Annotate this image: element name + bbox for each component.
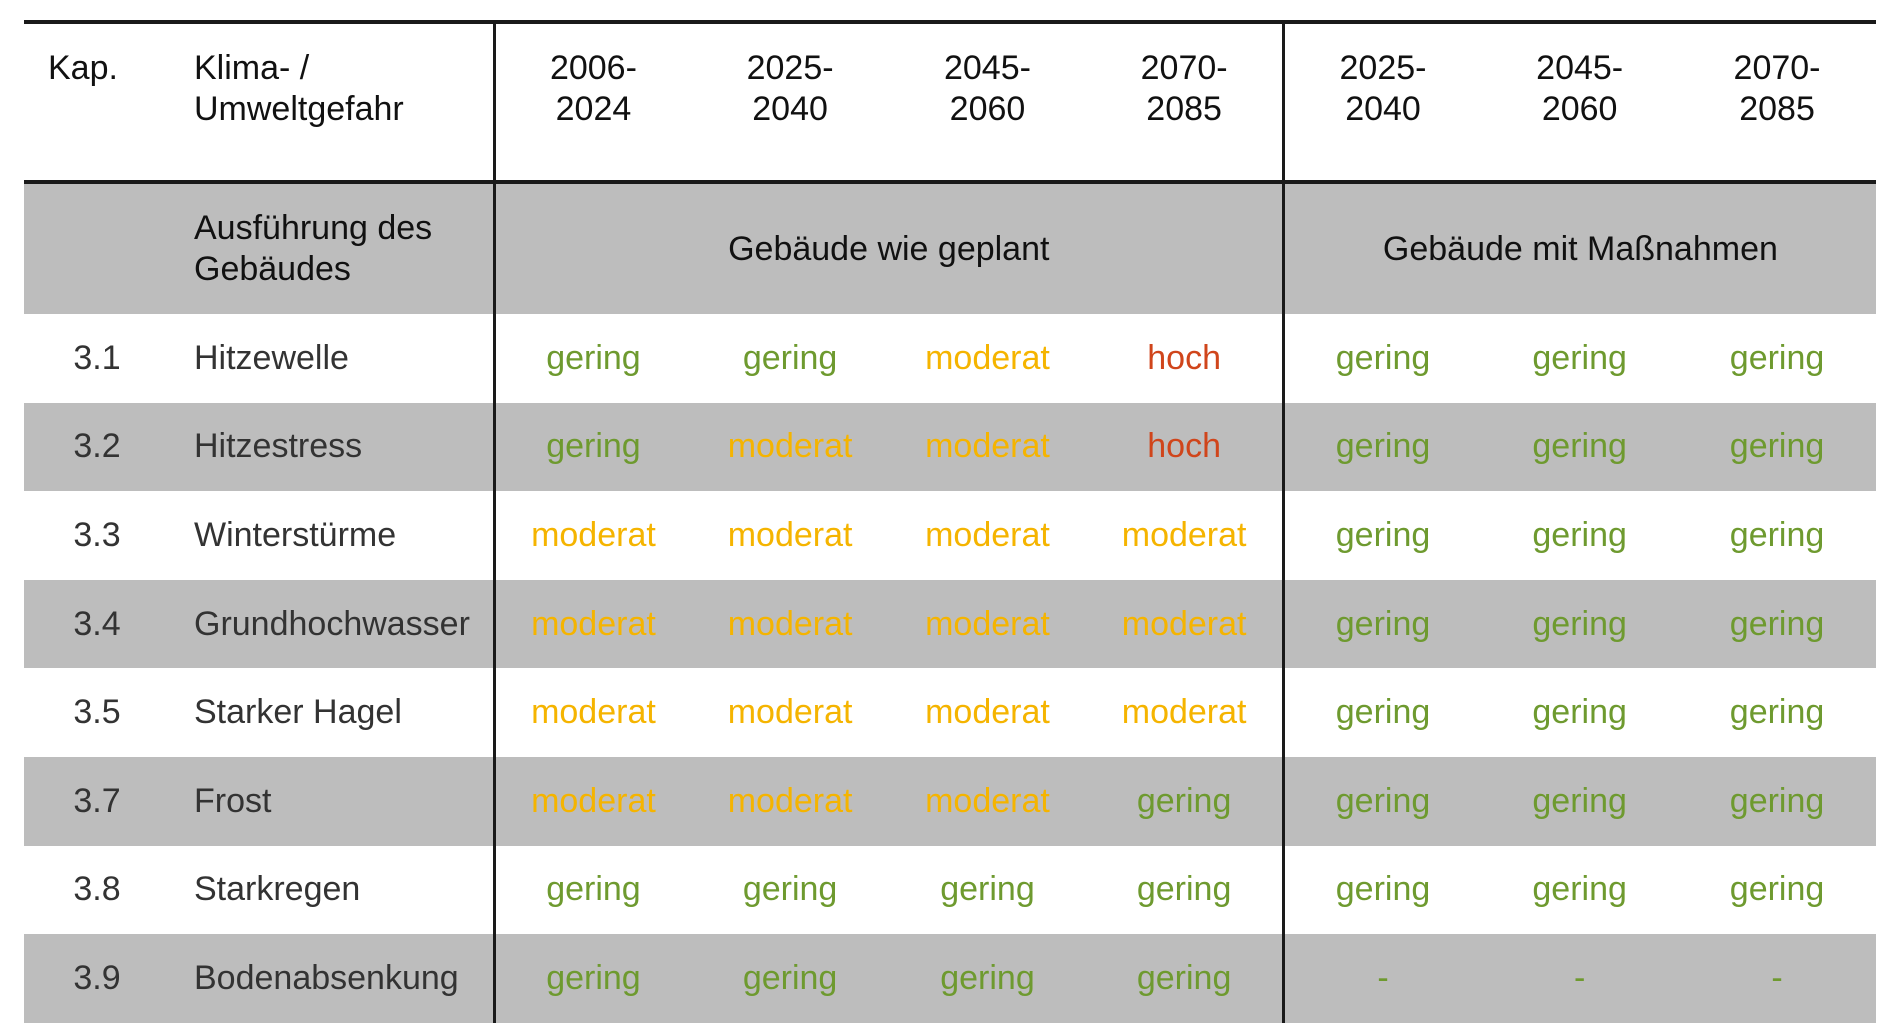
risk-level-cell: moderat bbox=[492, 756, 692, 846]
table-header-row: Kap. Klima- / Umweltgefahr 2006- 2024 2025… bbox=[24, 20, 1876, 184]
risk-level-cell: gering bbox=[1678, 402, 1876, 492]
risk-level-cell: gering bbox=[1678, 756, 1876, 846]
risk-level-cell: moderat bbox=[1086, 491, 1284, 580]
column-header-period: 2025- 2040 bbox=[1282, 20, 1481, 184]
risk-level-cell: gering bbox=[492, 934, 692, 1023]
risk-level-cell: gering bbox=[691, 314, 889, 403]
risk-level-cell: gering bbox=[492, 314, 692, 403]
risk-level-cell: moderat bbox=[691, 756, 889, 846]
risk-level-cell: - bbox=[1480, 934, 1679, 1023]
risk-level-cell: moderat bbox=[888, 756, 1087, 846]
row-hazard: Bodenabsenkung bbox=[170, 934, 494, 1023]
row-hazard: Grundhochwasser bbox=[170, 579, 494, 669]
risk-level-cell: gering bbox=[1282, 668, 1481, 757]
climate-risk-table: Kap. Klima- / Umweltgefahr 2006- 2024 2025… bbox=[24, 20, 1876, 1023]
risk-level-cell: moderat bbox=[691, 668, 889, 757]
section-label: Ausführung des Gebäudes bbox=[170, 182, 494, 314]
table-row: 3.8 Starkregen gering gering gering gering ger… bbox=[24, 845, 1876, 935]
risk-level-cell: gering bbox=[1086, 934, 1284, 1023]
table-row: 3.2 Hitzestress gering moderat moderat hoch ge… bbox=[24, 402, 1876, 492]
row-hazard: Winterstürme bbox=[170, 491, 494, 580]
section-row: Ausführung des Gebäudes Gebäude wie gepla… bbox=[24, 182, 1876, 314]
risk-level-cell: gering bbox=[1282, 402, 1481, 492]
row-hazard: Starker Hagel bbox=[170, 668, 494, 757]
risk-level-cell: gering bbox=[1480, 402, 1679, 492]
risk-level-cell: gering bbox=[1480, 314, 1679, 403]
risk-level-cell: moderat bbox=[888, 402, 1087, 492]
risk-level-cell: gering bbox=[1678, 579, 1876, 669]
risk-level-cell: moderat bbox=[888, 491, 1087, 580]
risk-level-cell: gering bbox=[888, 934, 1087, 1023]
row-hazard: Hitzestress bbox=[170, 402, 494, 492]
table-row: 3.9 Bodenabsenkung gering gering gering gerin… bbox=[24, 934, 1876, 1023]
risk-level-cell: gering bbox=[1480, 756, 1679, 846]
risk-level-cell: gering bbox=[492, 845, 692, 935]
risk-level-cell: gering bbox=[691, 934, 889, 1023]
risk-level-cell: gering bbox=[1480, 845, 1679, 935]
risk-level-cell: gering bbox=[1678, 668, 1876, 757]
risk-level-cell: gering bbox=[1282, 579, 1481, 669]
row-kap: 3.8 bbox=[24, 845, 170, 935]
column-header-period: 2070- 2085 bbox=[1086, 20, 1284, 184]
risk-table-container: Kap. Klima- / Umweltgefahr 2006- 2024 2025… bbox=[24, 20, 1876, 1023]
group-label-measures: Gebäude mit Maßnahmen bbox=[1282, 182, 1876, 314]
risk-level-cell: gering bbox=[1086, 845, 1284, 935]
risk-level-cell: - bbox=[1678, 934, 1876, 1023]
risk-level-cell: moderat bbox=[888, 579, 1087, 669]
risk-level-cell: moderat bbox=[691, 402, 889, 492]
risk-level-cell: gering bbox=[1282, 756, 1481, 846]
table-row: 3.3 Winterstürme moderat moderat moderat mode… bbox=[24, 491, 1876, 580]
risk-level-cell: gering bbox=[1086, 756, 1284, 846]
risk-level-cell: gering bbox=[1678, 845, 1876, 935]
table-row: 3.7 Frost moderat moderat moderat gering gerin… bbox=[24, 756, 1876, 846]
column-header-kap: Kap. bbox=[24, 20, 170, 184]
risk-level-cell: gering bbox=[1678, 491, 1876, 580]
risk-level-cell: gering bbox=[1480, 579, 1679, 669]
row-hazard: Frost bbox=[170, 756, 494, 846]
row-kap: 3.2 bbox=[24, 402, 170, 492]
column-header-period: 2006- 2024 bbox=[492, 20, 692, 184]
row-hazard: Starkregen bbox=[170, 845, 494, 935]
column-header-hazard: Klima- / Umweltgefahr bbox=[170, 20, 494, 184]
table-row: 3.1 Hitzewelle gering gering moderat hoch geri… bbox=[24, 314, 1876, 403]
risk-level-cell: gering bbox=[1282, 845, 1481, 935]
column-header-period: 2045- 2060 bbox=[1480, 20, 1679, 184]
risk-level-cell: gering bbox=[1480, 491, 1679, 580]
risk-level-cell: gering bbox=[888, 845, 1087, 935]
risk-level-cell: gering bbox=[691, 845, 889, 935]
risk-level-cell: gering bbox=[492, 402, 692, 492]
risk-level-cell: moderat bbox=[492, 668, 692, 757]
group-label-planned: Gebäude wie geplant bbox=[492, 182, 1284, 314]
risk-level-cell: - bbox=[1282, 934, 1481, 1023]
column-header-period: 2070- 2085 bbox=[1678, 20, 1876, 184]
risk-level-cell: moderat bbox=[691, 579, 889, 669]
column-header-period: 2025- 2040 bbox=[691, 20, 889, 184]
column-header-period: 2045- 2060 bbox=[888, 20, 1087, 184]
risk-level-cell: moderat bbox=[691, 491, 889, 580]
row-kap: 3.7 bbox=[24, 756, 170, 846]
row-kap: 3.3 bbox=[24, 491, 170, 580]
risk-level-cell: moderat bbox=[888, 314, 1087, 403]
risk-level-cell: moderat bbox=[492, 491, 692, 580]
risk-level-cell: moderat bbox=[492, 579, 692, 669]
risk-level-cell: gering bbox=[1678, 314, 1876, 403]
risk-level-cell: gering bbox=[1480, 668, 1679, 757]
row-kap: 3.9 bbox=[24, 934, 170, 1023]
risk-level-cell: moderat bbox=[888, 668, 1087, 757]
risk-level-cell: gering bbox=[1282, 314, 1481, 403]
row-kap: 3.1 bbox=[24, 314, 170, 403]
section-kap-empty bbox=[24, 182, 170, 314]
row-hazard: Hitzewelle bbox=[170, 314, 494, 403]
row-kap: 3.4 bbox=[24, 579, 170, 669]
risk-level-cell: hoch bbox=[1086, 314, 1284, 403]
risk-level-cell: gering bbox=[1282, 491, 1481, 580]
risk-level-cell: hoch bbox=[1086, 402, 1284, 492]
risk-level-cell: moderat bbox=[1086, 579, 1284, 669]
table-row: 3.4 Grundhochwasser moderat moderat moderat m… bbox=[24, 579, 1876, 669]
row-kap: 3.5 bbox=[24, 668, 170, 757]
risk-level-cell: moderat bbox=[1086, 668, 1284, 757]
table-row: 3.5 Starker Hagel moderat moderat moderat mod… bbox=[24, 668, 1876, 757]
